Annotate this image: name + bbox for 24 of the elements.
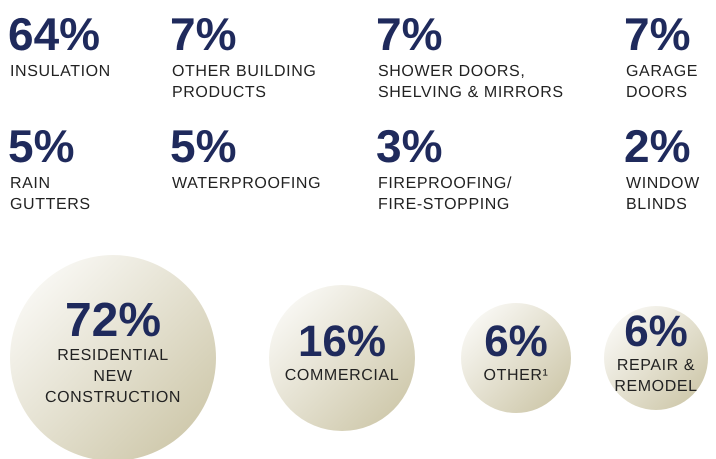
data-label: 2% (624, 120, 690, 172)
category-label: INSULATION (10, 63, 111, 80)
data-label: 64% (8, 8, 100, 60)
data-label: 5% (170, 120, 236, 172)
data-label: 6% (624, 307, 688, 356)
category-label: REPAIR & REMODEL (614, 357, 698, 395)
data-label: 6% (484, 317, 548, 366)
category-label: COMMERCIAL (284, 367, 400, 384)
data-label: 72% (64, 294, 162, 347)
category-label: OTHER¹ (484, 367, 548, 384)
category-label: FIREPROOFING/ FIRE-STOPPING (378, 175, 512, 213)
category-label: RESIDENTIAL NEW CONSTRUCTION (44, 347, 182, 406)
category-label: WATERPROOFING (172, 175, 322, 192)
data-label: 16% (298, 317, 386, 366)
category-label: SHOWER DOORS, SHELVING & MIRRORS (378, 63, 564, 101)
data-label: 5% (8, 120, 74, 172)
category-label: GARAGE DOORS (626, 63, 698, 101)
data-label: 7% (624, 8, 690, 60)
category-label: WINDOW BLINDS (626, 175, 700, 213)
category-label: OTHER BUILDING PRODUCTS (172, 63, 316, 101)
data-label: 7% (170, 8, 236, 60)
category-label: RAIN GUTTERS (10, 175, 91, 213)
data-label: 3% (376, 120, 442, 172)
data-label: 7% (376, 8, 442, 60)
